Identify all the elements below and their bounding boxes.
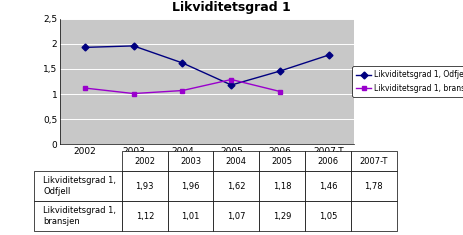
Line: Likviditetsgrad 1, Odfjell: Likviditetsgrad 1, Odfjell — [82, 43, 332, 87]
Likviditetsgrad 1, bransjen — [277, 90, 283, 93]
Likviditetsgrad 1, bransjen — [180, 89, 185, 92]
Line: Likviditetsgrad 1, bransjen: Likviditetsgrad 1, bransjen — [82, 77, 283, 96]
Text: Likviditetsgrad 1: Likviditetsgrad 1 — [172, 1, 291, 14]
Likviditetsgrad 1, Odfjell — [277, 70, 283, 72]
Likviditetsgrad 1, Odfjell — [82, 46, 88, 49]
Likviditetsgrad 1, Odfjell — [229, 84, 234, 86]
Legend: Likviditetsgrad 1, Odfjell, Likviditetsgrad 1, bransjen: Likviditetsgrad 1, Odfjell, Likviditetsg… — [352, 67, 463, 97]
Likviditetsgrad 1, bransjen — [229, 78, 234, 81]
Likviditetsgrad 1, Odfjell — [180, 62, 185, 64]
Likviditetsgrad 1, bransjen — [131, 92, 136, 95]
Likviditetsgrad 1, Odfjell — [326, 54, 332, 56]
Likviditetsgrad 1, Odfjell — [131, 44, 136, 47]
Likviditetsgrad 1, bransjen — [82, 87, 88, 90]
